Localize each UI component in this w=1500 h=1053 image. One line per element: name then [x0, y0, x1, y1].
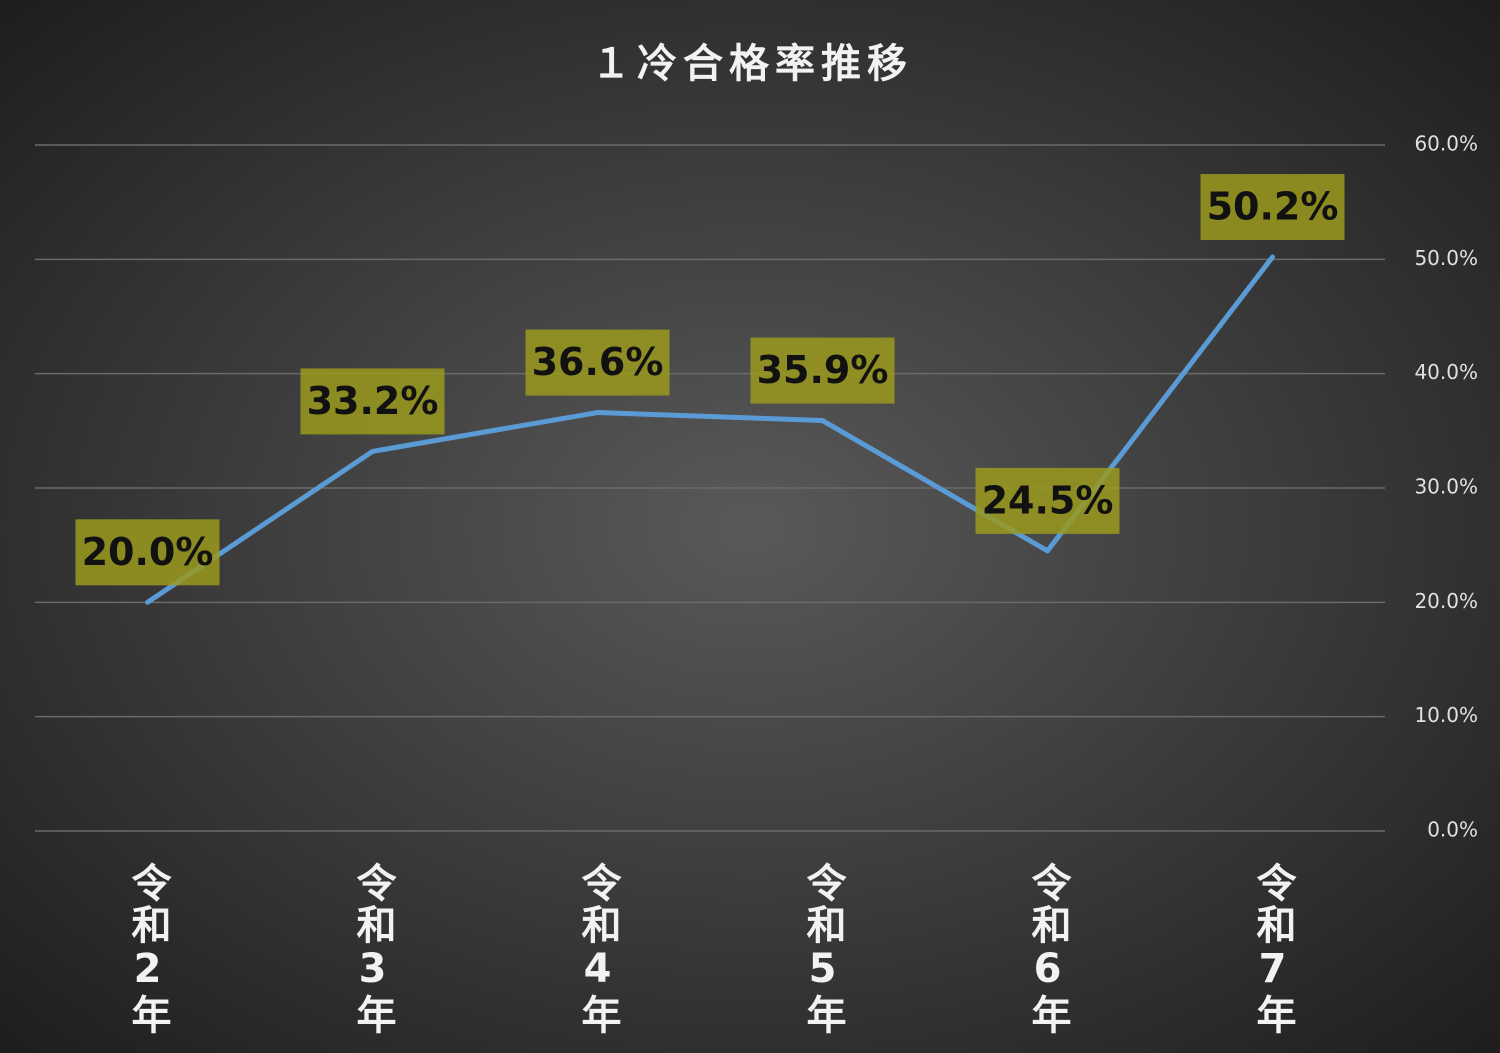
data-label: 20.0% [82, 530, 214, 574]
x-tick-label: 令和2年 [125, 862, 172, 1036]
y-tick-label: 10.0% [1414, 703, 1478, 727]
data-label: 50.2% [1207, 185, 1339, 229]
data-label-box [1200, 174, 1345, 241]
data-label: 35.9% [757, 348, 889, 392]
x-tick-label: 令和6年 [1025, 862, 1072, 1036]
x-tick-label: 令和4年 [575, 862, 622, 1036]
data-label-box [300, 368, 445, 435]
data-label-box [525, 329, 670, 396]
data-label-box [975, 467, 1120, 534]
x-tick-label: 令和7年 [1250, 862, 1297, 1036]
chart-title: １冷合格率推移 [591, 41, 913, 87]
y-tick-label: 50.0% [1414, 246, 1478, 270]
data-label: 36.6% [532, 340, 664, 384]
x-tick-label: 令和3年 [350, 862, 397, 1036]
data-label-box [75, 519, 220, 586]
y-tick-label: 60.0% [1414, 132, 1478, 156]
y-tick-label: 0.0% [1427, 818, 1478, 842]
data-label: 33.2% [307, 379, 439, 423]
y-tick-label: 20.0% [1414, 589, 1478, 613]
y-tick-label: 40.0% [1414, 360, 1478, 384]
data-label-box [750, 337, 895, 404]
data-label: 24.5% [982, 478, 1114, 522]
x-tick-label: 令和5年 [800, 862, 847, 1036]
y-tick-label: 30.0% [1414, 475, 1478, 499]
